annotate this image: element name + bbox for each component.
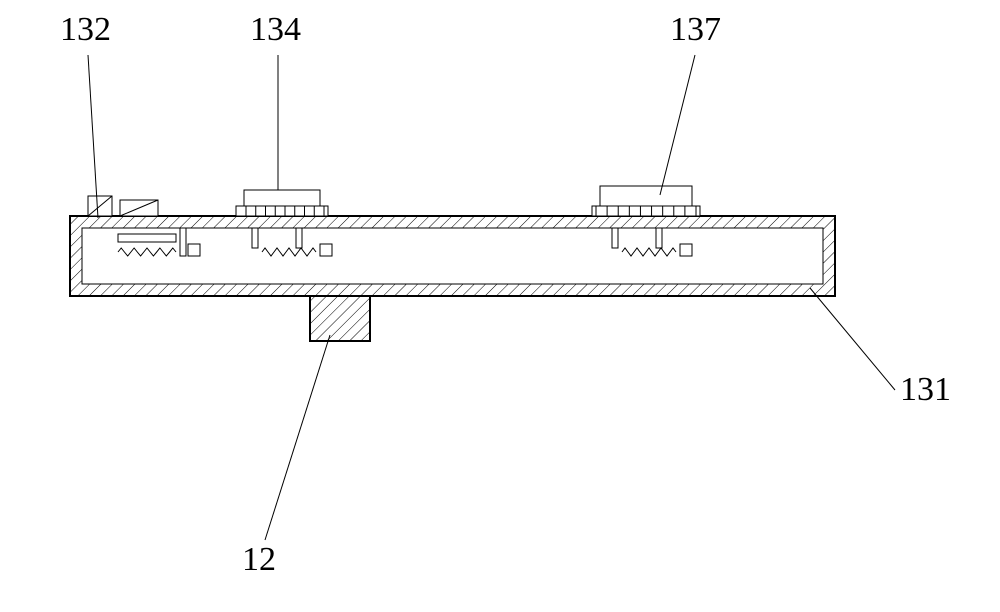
leader-l131 bbox=[810, 288, 895, 390]
mount-block bbox=[310, 296, 370, 341]
label-l132: 132 bbox=[60, 11, 111, 48]
inside-center-mount-l bbox=[252, 228, 258, 248]
inside-right-coil bbox=[622, 248, 676, 256]
label-l12: 12 bbox=[242, 541, 276, 578]
module-right-cap bbox=[600, 186, 692, 206]
inside-right-tab bbox=[680, 244, 692, 256]
leader-l132 bbox=[88, 55, 98, 218]
label-l134: 134 bbox=[250, 11, 301, 48]
module-right-base bbox=[592, 206, 700, 216]
inside-right-mount-r bbox=[656, 228, 662, 248]
inside-center-coil bbox=[262, 248, 316, 256]
inside-center-tab bbox=[320, 244, 332, 256]
inside-left-bar bbox=[118, 234, 176, 242]
inside-left-coil bbox=[118, 248, 176, 256]
label-l131: 131 bbox=[900, 371, 951, 408]
leader-l137 bbox=[660, 55, 695, 195]
leader-l12 bbox=[265, 335, 330, 540]
inside-center-mount-r bbox=[296, 228, 302, 248]
inside-left-tab bbox=[188, 244, 200, 256]
inside-left-post bbox=[180, 228, 186, 256]
label-l137: 137 bbox=[670, 11, 721, 48]
module-center-cap bbox=[244, 190, 320, 206]
inside-right-mount-l bbox=[612, 228, 618, 248]
